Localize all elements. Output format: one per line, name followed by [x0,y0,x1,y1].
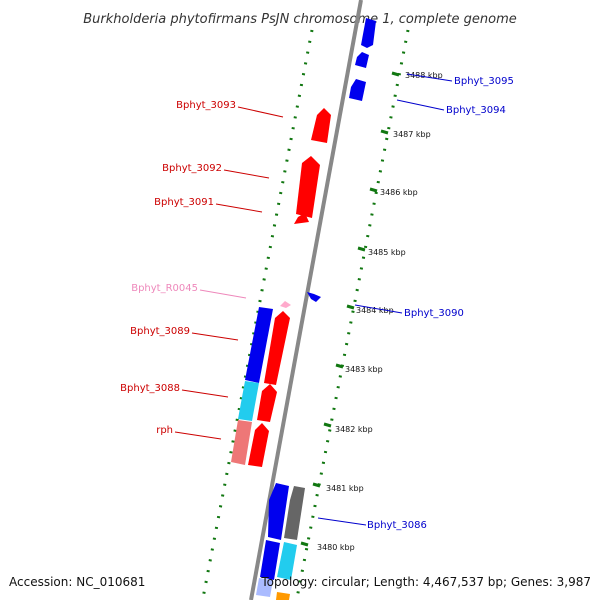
tick-label: 3488 kbp [405,71,443,80]
gene-lightblue-bottom[interactable] [256,578,273,597]
accession-text: Accession: NC_010681 [9,575,145,589]
tick-label: 3480 kbp [317,543,355,552]
gene-blue-bottom[interactable] [260,540,280,580]
gene-labels-right: Bphyt_3095 Bphyt_3094 Bphyt_3090 Bphyt_3… [367,76,514,531]
leader-bphyt-3088 [181,389,229,398]
gene-bphyt-3091[interactable] [294,213,309,224]
tick-label: 3481 kbp [326,484,364,493]
gene-bphyt-3096[interactable] [361,18,376,48]
label-bphyt-3095[interactable]: Bphyt_3095 [454,76,514,87]
map-title: Burkholderia phytofirmans PsJN chromosom… [83,12,517,27]
tick-mark [369,187,378,193]
gene-bphyt-3094[interactable] [349,79,366,101]
label-bphyt-3094[interactable]: Bphyt_3094 [446,105,506,116]
reverse-genes-top[interactable] [307,18,376,302]
gene-bphyt-3090[interactable] [307,292,321,302]
tick-mark [300,541,309,547]
genome-summary: Topology: circular; Length: 4,467,537 bp… [260,575,591,589]
label-bphyt-3093[interactable]: Bphyt_3093 [176,100,236,111]
gene-bphyt-3093[interactable] [311,108,331,143]
gene-cyan-bottom[interactable] [277,542,297,580]
leader-bphyt-3089 [191,332,239,341]
tick-mark [391,71,400,77]
gene-grey[interactable] [284,486,305,540]
tick-mark [380,129,389,135]
tick-label: 3486 kbp [380,188,418,197]
tick-label: 3484 kbp [356,306,394,315]
leader-bphyt-3086 [317,517,367,526]
scale-tick-marks [300,71,400,547]
tick-label: 3487 kbp [393,130,431,139]
label-rph[interactable]: rph [156,425,173,436]
leader-bphyt-3091 [215,203,263,213]
leader-bphyt-3095 [406,73,453,82]
chromosome-backbone [249,0,363,600]
leader-bphyt-3094 [396,99,445,111]
tick-mark [312,482,321,488]
forward-genes[interactable] [248,108,331,467]
label-bphyt-3089[interactable]: Bphyt_3089 [130,326,190,337]
label-bphyt-r0045[interactable]: Bphyt_R0045 [131,283,198,294]
label-bphyt-3088[interactable]: Bphyt_3088 [120,383,180,394]
gene-bphyt-3095[interactable] [355,52,369,68]
tick-mark [335,363,344,369]
bottom-genes[interactable] [256,483,305,600]
leader-lines [174,73,453,526]
gene-bphyt-3089-block[interactable] [245,307,273,383]
leader-rph [174,431,222,440]
tick-mark [357,246,366,252]
scale-tick-labels: 3488 kbp 3487 kbp 3486 kbp 3485 kbp 3484… [317,71,443,552]
label-bphyt-3091[interactable]: Bphyt_3091 [154,197,214,208]
tick-mark [323,422,332,428]
tick-label: 3485 kbp [368,248,406,257]
leader-bphyt-r0045 [199,289,247,299]
tick-label: 3482 kbp [335,425,373,434]
gene-cyan-block[interactable] [238,381,259,421]
gene-bphyt-3089[interactable] [264,311,290,385]
gene-pink-block[interactable] [231,420,252,465]
tick-mark [346,304,355,310]
gene-labels-left: Bphyt_3093 Bphyt_3092 Bphyt_3091 Bphyt_R… [120,100,236,436]
gene-orange-bottom[interactable] [276,592,290,600]
leader-bphyt-3092 [223,169,270,179]
gene-bphyt-3088[interactable] [257,384,277,422]
label-bphyt-3092[interactable]: Bphyt_3092 [162,163,222,174]
reverse-genes-lower[interactable] [231,307,273,465]
gene-bphyt-3092[interactable] [296,156,320,218]
tick-label: 3483 kbp [345,365,383,374]
label-bphyt-3086[interactable]: Bphyt_3086 [367,520,427,531]
gene-rph[interactable] [248,423,269,467]
leader-bphyt-3090 [354,304,403,314]
leader-bphyt-3093 [237,106,284,118]
label-bphyt-3090[interactable]: Bphyt_3090 [404,308,464,319]
gene-bphyt-3086[interactable] [268,483,289,540]
gene-bphyt-r0045[interactable] [280,301,291,308]
